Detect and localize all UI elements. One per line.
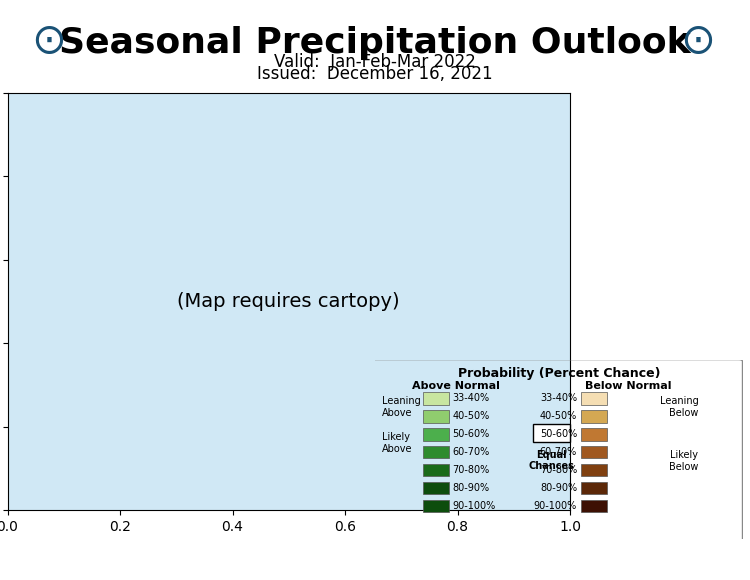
Text: 50-60%: 50-60% bbox=[452, 429, 490, 439]
Text: Likely
Above: Likely Above bbox=[382, 433, 412, 454]
Bar bbox=[423, 392, 448, 405]
Text: 33-40%: 33-40% bbox=[540, 393, 578, 403]
Text: 70-80%: 70-80% bbox=[452, 465, 490, 475]
Text: 70-80%: 70-80% bbox=[540, 465, 578, 475]
Bar bbox=[533, 425, 570, 443]
Text: ⊙: ⊙ bbox=[680, 20, 715, 62]
Text: Below Normal: Below Normal bbox=[585, 381, 672, 391]
Bar bbox=[423, 482, 448, 494]
Text: 90-100%: 90-100% bbox=[534, 501, 578, 511]
Bar bbox=[580, 446, 607, 458]
Text: 40-50%: 40-50% bbox=[540, 411, 578, 421]
Text: (Map requires cartopy): (Map requires cartopy) bbox=[178, 292, 400, 311]
Text: 50-60%: 50-60% bbox=[540, 429, 578, 439]
Text: Valid:  Jan-Feb-Mar 2022: Valid: Jan-Feb-Mar 2022 bbox=[274, 53, 476, 71]
Text: Leaning
Above: Leaning Above bbox=[382, 397, 421, 418]
Text: 40-50%: 40-50% bbox=[452, 411, 490, 421]
Text: Equal
Chances: Equal Chances bbox=[529, 450, 574, 471]
Text: 80-90%: 80-90% bbox=[540, 483, 578, 493]
Text: 60-70%: 60-70% bbox=[540, 447, 578, 457]
Text: Probability (Percent Chance): Probability (Percent Chance) bbox=[458, 367, 660, 380]
Bar bbox=[580, 464, 607, 477]
Text: Seasonal Precipitation Outlook: Seasonal Precipitation Outlook bbox=[59, 26, 691, 60]
Bar bbox=[580, 392, 607, 405]
Bar bbox=[423, 446, 448, 458]
Text: 60-70%: 60-70% bbox=[452, 447, 490, 457]
Text: Leaning
Below: Leaning Below bbox=[660, 397, 698, 418]
Bar bbox=[580, 482, 607, 494]
Bar bbox=[580, 410, 607, 422]
Text: 33-40%: 33-40% bbox=[452, 393, 489, 403]
Text: 80-90%: 80-90% bbox=[452, 483, 489, 493]
Bar bbox=[423, 500, 448, 513]
Bar bbox=[423, 428, 448, 441]
Bar bbox=[580, 500, 607, 513]
Text: Likely
Below: Likely Below bbox=[669, 451, 698, 472]
Text: ⊙: ⊙ bbox=[32, 20, 66, 62]
Bar bbox=[423, 464, 448, 477]
Text: Above Normal: Above Normal bbox=[412, 381, 500, 391]
Text: Issued:  December 16, 2021: Issued: December 16, 2021 bbox=[257, 65, 493, 83]
Text: 90-100%: 90-100% bbox=[452, 501, 496, 511]
Bar bbox=[580, 428, 607, 441]
Bar bbox=[423, 410, 448, 422]
